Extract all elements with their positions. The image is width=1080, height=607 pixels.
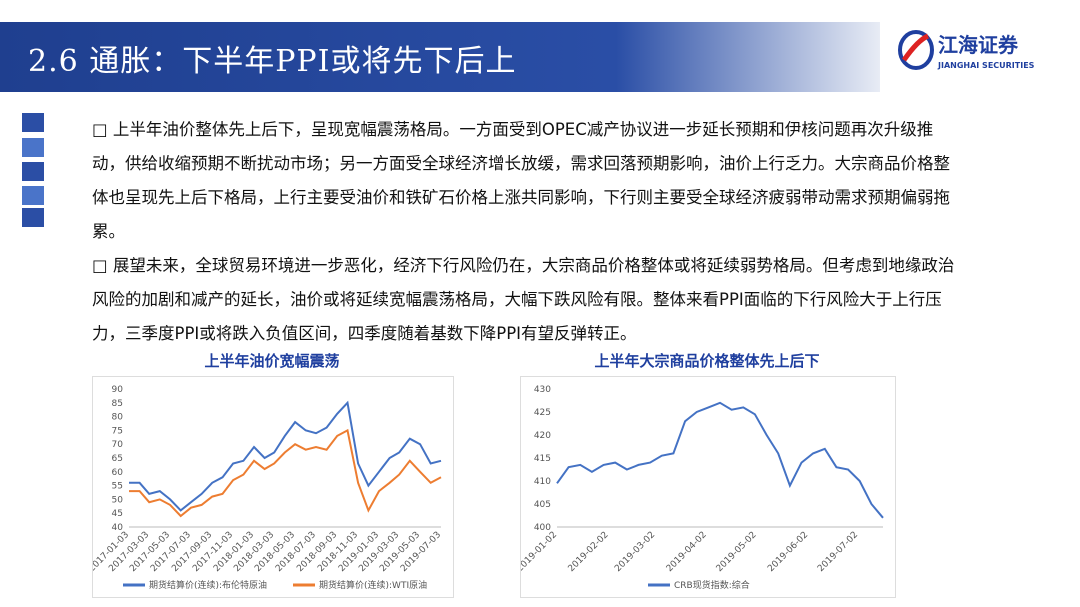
logo-mark: 江海证券 JIANGHAI SECURITIES	[898, 30, 1035, 70]
bullet: □ 上半年油价整体先上后下，呈现宽幅震荡格局。一方面受到OPEC减产协议进一步延…	[92, 120, 950, 241]
x-tick-label: 2019-07-02	[816, 530, 860, 574]
y-tick-label: 60	[112, 468, 124, 478]
y-tick-label: 55	[112, 482, 123, 492]
y-tick-label: 405	[534, 500, 551, 510]
y-tick-label: 90	[112, 385, 124, 395]
line-series	[129, 400, 442, 512]
x-tick-label: 2019-02-02	[567, 530, 611, 574]
x-tick-label: 2019-06-02	[766, 530, 810, 574]
chart-title: 上半年大宗商品价格整体先上后下	[594, 352, 820, 370]
x-tick-label: 2019-03-02	[613, 530, 657, 574]
legend-label: CRB现货指数:综合	[674, 579, 750, 591]
y-tick-label: 50	[112, 495, 124, 505]
y-tick-label: 75	[112, 426, 123, 436]
deco	[22, 162, 44, 181]
deco	[22, 186, 44, 205]
bullet-text: 展望未来，全球贸易环境进一步恶化，经济下行风险仍在，大宗商品价格整体或将延续弱势…	[92, 256, 955, 343]
bullet-text: 上半年油价整体先上后下，呈现宽幅震荡格局。一方面受到OPEC减产协议进一步延长预…	[92, 120, 950, 241]
y-tick-label: 420	[534, 431, 551, 441]
header-title: 2.6 通胀：下半年PPI或将先下后上	[28, 44, 517, 79]
deco	[22, 113, 44, 132]
chart-title: 上半年油价宽幅震荡	[204, 352, 340, 370]
y-tick-label: 40	[112, 523, 124, 533]
header-band: 2.6 通胀：下半年PPI或将先下后上	[0, 22, 880, 92]
legend-label: 期货结算价(连续):WTI原油	[319, 579, 427, 591]
bullet: □ 展望未来，全球贸易环境进一步恶化，经济下行风险仍在，大宗商品价格整体或将延续…	[92, 256, 955, 343]
logo-en: JIANGHAI SECURITIES	[937, 61, 1035, 70]
y-tick-label: 45	[112, 509, 123, 519]
x-tick-label: 2019-01-02	[520, 530, 559, 574]
x-tick-label: 2019-04-02	[665, 530, 709, 574]
y-tick-label: 430	[534, 385, 551, 395]
y-tick-label: 400	[534, 523, 551, 533]
y-tick-label: 425	[534, 408, 551, 418]
chart: 40455055606570758085902017-01-032017-03-…	[92, 376, 454, 598]
y-tick-label: 415	[534, 454, 551, 464]
y-tick-label: 70	[112, 440, 124, 450]
line-series	[556, 401, 884, 519]
logo-text: 江海证券	[938, 33, 1019, 57]
bullets: □ 上半年油价整体先上后下，呈现宽幅震荡格局。一方面受到OPEC减产协议进一步延…	[92, 113, 960, 351]
chart: 400 405 410 415 420 425 430 2019-01-02 2019-02-0…	[520, 376, 896, 598]
logo: 江海证券 JIANGHAI SECURITIES	[898, 30, 1058, 78]
deco	[22, 138, 44, 157]
legend-label: 期货结算价(连续):布伦特原油	[149, 579, 267, 591]
line-series	[129, 428, 442, 518]
y-tick-label: 65	[112, 454, 123, 464]
x-tick-label: 2019-05-02	[715, 530, 759, 574]
y-tick-label: 85	[112, 399, 123, 409]
deco	[22, 208, 44, 227]
y-tick-label: 410	[534, 477, 551, 487]
y-tick-label: 80	[112, 413, 124, 423]
